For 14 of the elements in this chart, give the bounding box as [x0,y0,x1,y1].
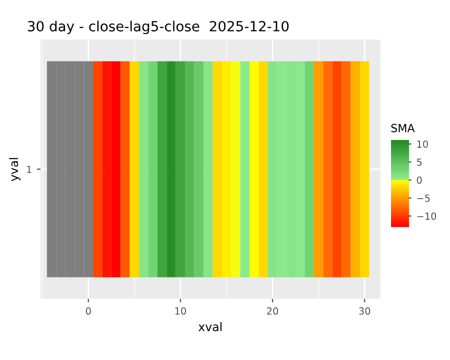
y-axis-title: yval [9,158,20,182]
x-axis-title: xval [198,322,222,332]
y-tick-label: 1 [27,166,32,173]
color-bar-label: −10 [417,212,436,220]
x-tick-label: 20 [267,307,278,315]
color-bar-title: SMA [391,124,415,132]
color-bar-label: 0 [416,176,422,184]
color-bar-label: −5 [417,194,430,202]
x-tick-label: 0 [86,307,91,315]
x-tick-label: 10 [175,307,186,315]
color-bar-label: 5 [416,158,422,166]
color-bar-label: 10 [417,140,428,148]
chart-title: 30 day - close-lag5-close 2025-12-10 [28,20,289,34]
x-tick-label: 30 [359,307,370,315]
